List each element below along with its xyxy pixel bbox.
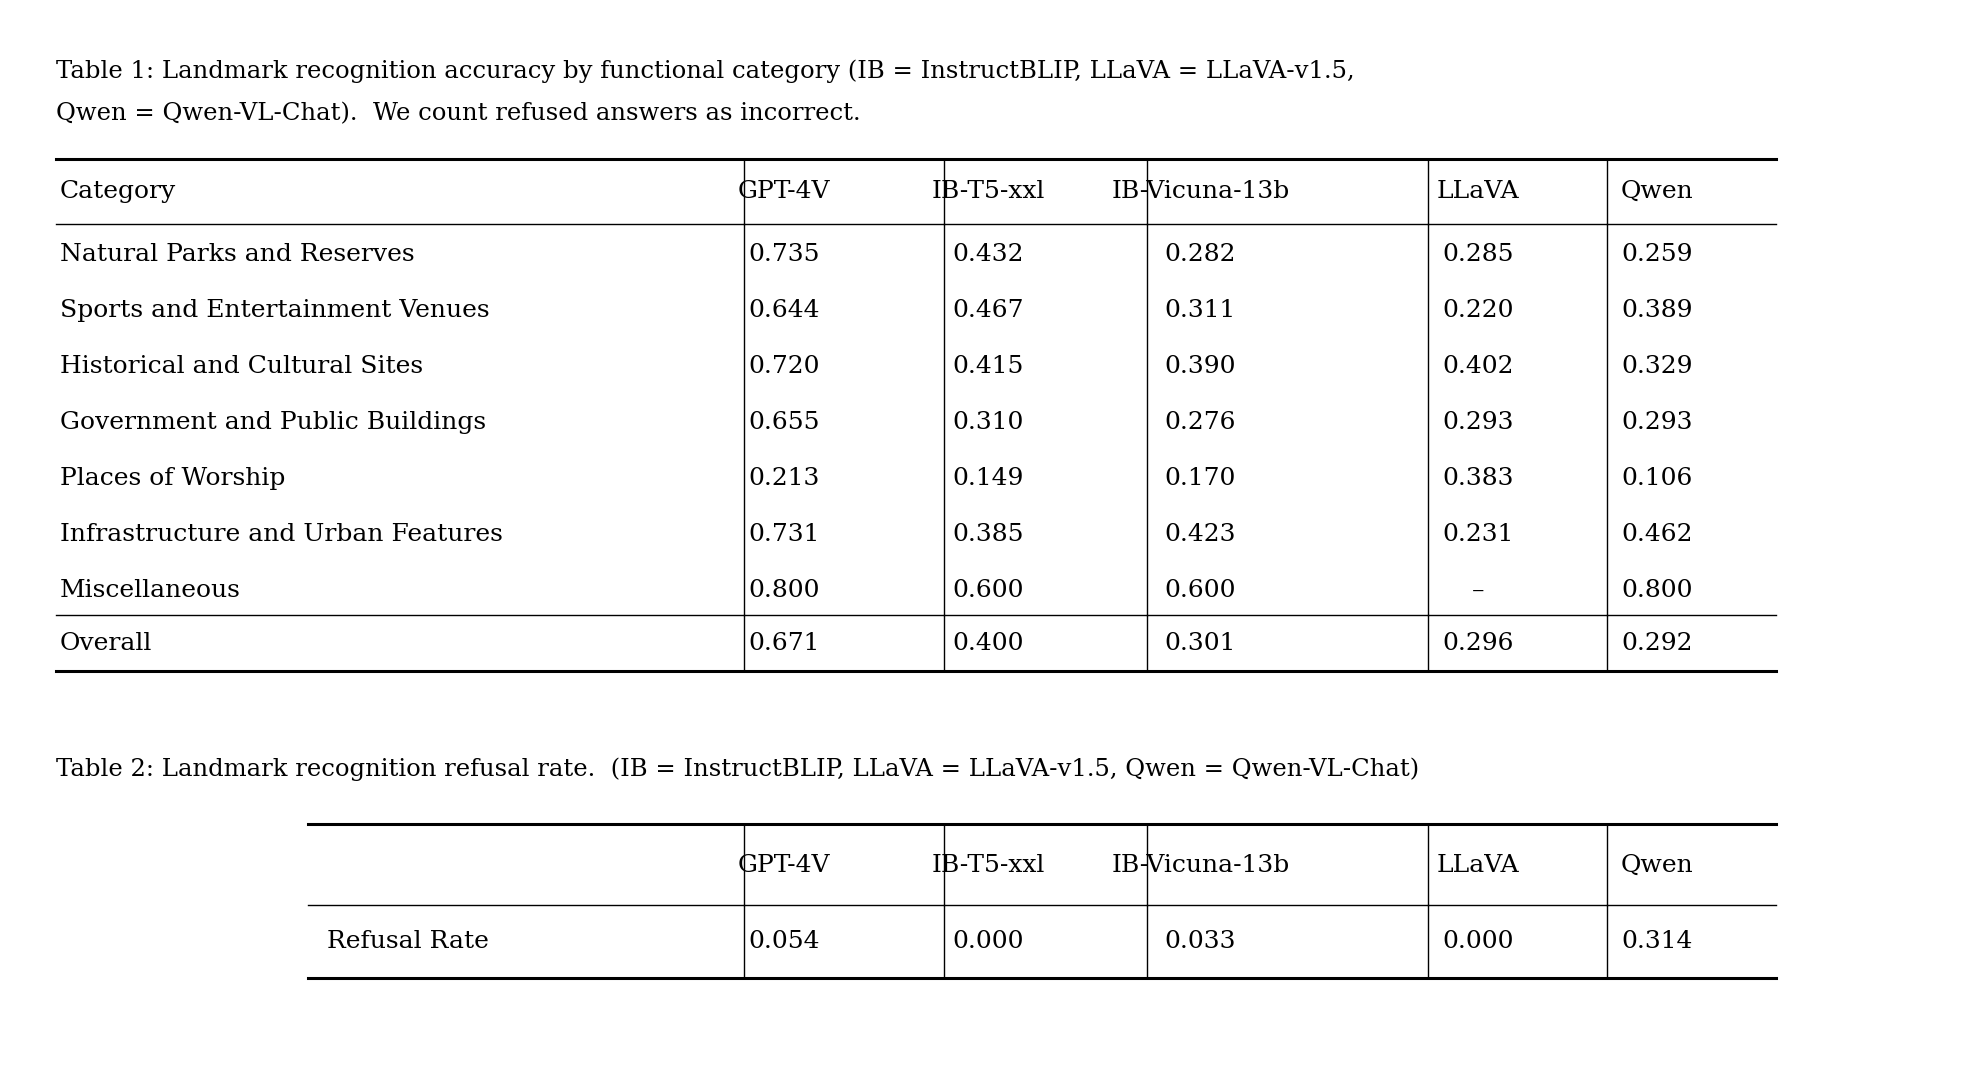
Text: 0.415: 0.415 bbox=[952, 355, 1024, 378]
Text: 0.000: 0.000 bbox=[1442, 930, 1514, 953]
Text: Qwen: Qwen bbox=[1621, 853, 1692, 877]
Text: Refusal Rate: Refusal Rate bbox=[327, 930, 490, 953]
Text: 0.310: 0.310 bbox=[952, 411, 1024, 434]
Text: 0.231: 0.231 bbox=[1442, 523, 1514, 546]
Text: 0.800: 0.800 bbox=[748, 579, 819, 601]
Text: Places of Worship: Places of Worship bbox=[60, 467, 286, 490]
Text: Historical and Cultural Sites: Historical and Cultural Sites bbox=[60, 355, 423, 378]
Text: 0.400: 0.400 bbox=[952, 632, 1024, 655]
Text: GPT-4V: GPT-4V bbox=[738, 853, 829, 877]
Text: Table 2: Landmark recognition refusal rate.  (IB = InstructBLIP, LLaVA = LLaVA-v: Table 2: Landmark recognition refusal ra… bbox=[56, 758, 1419, 781]
Text: 0.462: 0.462 bbox=[1621, 523, 1692, 546]
Text: Table 1: Landmark recognition accuracy by functional category (IB = InstructBLIP: Table 1: Landmark recognition accuracy b… bbox=[56, 59, 1355, 83]
Text: 0.800: 0.800 bbox=[1621, 579, 1692, 601]
Text: 0.314: 0.314 bbox=[1621, 930, 1692, 953]
Text: 0.000: 0.000 bbox=[952, 930, 1024, 953]
Text: 0.311: 0.311 bbox=[1165, 299, 1236, 322]
Text: 0.213: 0.213 bbox=[748, 467, 819, 490]
Text: LLaVA: LLaVA bbox=[1436, 180, 1520, 203]
Text: 0.276: 0.276 bbox=[1165, 411, 1236, 434]
Text: 0.293: 0.293 bbox=[1621, 411, 1692, 434]
Text: Miscellaneous: Miscellaneous bbox=[60, 579, 240, 601]
Text: 0.106: 0.106 bbox=[1621, 467, 1692, 490]
Text: Government and Public Buildings: Government and Public Buildings bbox=[60, 411, 486, 434]
Text: Qwen: Qwen bbox=[1621, 180, 1692, 203]
Text: 0.292: 0.292 bbox=[1621, 632, 1692, 655]
Text: Natural Parks and Reserves: Natural Parks and Reserves bbox=[60, 243, 415, 266]
Text: GPT-4V: GPT-4V bbox=[738, 180, 829, 203]
Text: Sports and Entertainment Venues: Sports and Entertainment Venues bbox=[60, 299, 490, 322]
Text: 0.402: 0.402 bbox=[1442, 355, 1514, 378]
Text: Overall: Overall bbox=[60, 632, 153, 655]
Text: IB-Vicuna-13b: IB-Vicuna-13b bbox=[1111, 180, 1290, 203]
Text: 0.432: 0.432 bbox=[952, 243, 1024, 266]
Text: 0.149: 0.149 bbox=[952, 467, 1024, 490]
Text: Infrastructure and Urban Features: Infrastructure and Urban Features bbox=[60, 523, 502, 546]
Text: 0.296: 0.296 bbox=[1442, 632, 1514, 655]
Text: Qwen = Qwen-VL-Chat).  We count refused answers as incorrect.: Qwen = Qwen-VL-Chat). We count refused a… bbox=[56, 102, 861, 125]
Text: 0.731: 0.731 bbox=[748, 523, 819, 546]
Text: 0.423: 0.423 bbox=[1165, 523, 1236, 546]
Text: 0.600: 0.600 bbox=[952, 579, 1024, 601]
Text: IB-T5-xxl: IB-T5-xxl bbox=[930, 853, 1046, 877]
Text: IB-T5-xxl: IB-T5-xxl bbox=[930, 180, 1046, 203]
Text: 0.033: 0.033 bbox=[1165, 930, 1236, 953]
Text: 0.385: 0.385 bbox=[952, 523, 1024, 546]
Text: 0.655: 0.655 bbox=[748, 411, 819, 434]
Text: 0.644: 0.644 bbox=[748, 299, 819, 322]
Text: 0.054: 0.054 bbox=[748, 930, 819, 953]
Text: 0.220: 0.220 bbox=[1442, 299, 1514, 322]
Text: 0.735: 0.735 bbox=[748, 243, 819, 266]
Text: 0.671: 0.671 bbox=[748, 632, 819, 655]
Text: 0.389: 0.389 bbox=[1621, 299, 1692, 322]
Text: 0.170: 0.170 bbox=[1165, 467, 1236, 490]
Text: 0.293: 0.293 bbox=[1442, 411, 1514, 434]
Text: 0.329: 0.329 bbox=[1621, 355, 1692, 378]
Text: 0.259: 0.259 bbox=[1621, 243, 1692, 266]
Text: 0.285: 0.285 bbox=[1442, 243, 1514, 266]
Text: 0.282: 0.282 bbox=[1165, 243, 1236, 266]
Text: IB-Vicuna-13b: IB-Vicuna-13b bbox=[1111, 853, 1290, 877]
Text: 0.720: 0.720 bbox=[748, 355, 819, 378]
Text: Category: Category bbox=[60, 180, 177, 203]
Text: 0.383: 0.383 bbox=[1442, 467, 1514, 490]
Text: 0.301: 0.301 bbox=[1165, 632, 1236, 655]
Text: 0.390: 0.390 bbox=[1165, 355, 1236, 378]
Text: 0.467: 0.467 bbox=[952, 299, 1024, 322]
Text: –: – bbox=[1472, 579, 1484, 601]
Text: LLaVA: LLaVA bbox=[1436, 853, 1520, 877]
Text: 0.600: 0.600 bbox=[1165, 579, 1236, 601]
